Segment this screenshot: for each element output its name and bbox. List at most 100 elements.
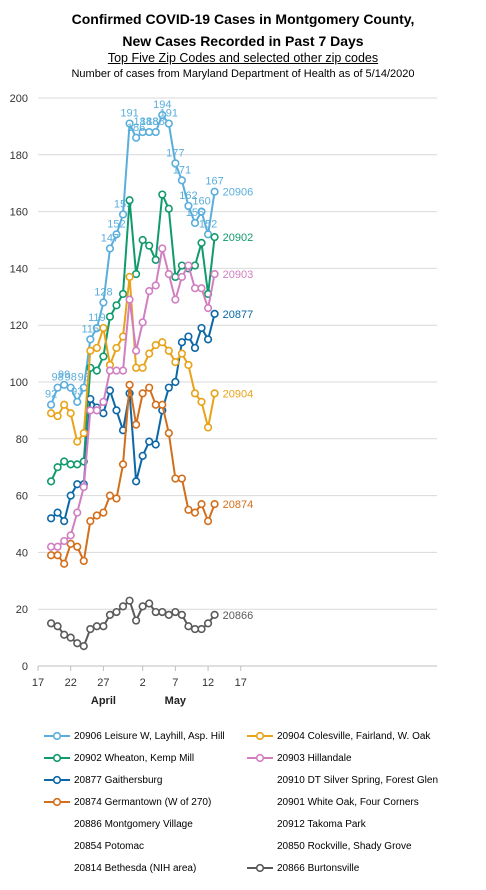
data-point xyxy=(118,210,128,219)
legend-item: 20901 White Oak, Four Corners xyxy=(247,793,419,811)
data-point xyxy=(60,457,69,466)
legend-swatch xyxy=(44,797,70,807)
data-point xyxy=(164,383,173,392)
legend-item: 20877 Gaithersburg xyxy=(44,771,162,789)
legend-item: 20902 Wheaton, Kemp Mill xyxy=(44,749,194,767)
x-tick-label: 7 xyxy=(172,677,178,689)
data-point xyxy=(125,295,134,304)
data-point xyxy=(86,517,95,526)
data-point xyxy=(112,607,121,617)
x-month-label: April xyxy=(91,695,116,707)
data-point xyxy=(145,127,154,137)
series-end-label: 20877 xyxy=(223,309,254,321)
legend-label: 20910 DT Silver Spring, Forest Glen xyxy=(277,774,439,786)
data-point xyxy=(184,261,193,270)
x-tick-label: 17 xyxy=(235,677,247,689)
data-point xyxy=(210,269,219,279)
data-point xyxy=(60,517,69,526)
data-point xyxy=(164,429,173,438)
data-point xyxy=(203,423,213,432)
data-point xyxy=(73,397,82,406)
data-point xyxy=(145,383,154,392)
legend-item: 20866 Burtonsville xyxy=(247,859,359,877)
data-point xyxy=(177,610,187,619)
legend-label: 20886 Montgomery Village xyxy=(74,818,193,830)
x-month-label: May xyxy=(165,695,187,707)
data-point xyxy=(184,201,193,211)
data-point xyxy=(210,389,219,398)
data-point xyxy=(60,536,69,546)
legend-label: 20877 Gaithersburg xyxy=(74,774,163,786)
data-label: 156 xyxy=(186,207,204,219)
y-tick-label: 60 xyxy=(16,491,28,503)
legend-item: 20910 DT Silver Spring, Forest Glen xyxy=(247,771,438,789)
data-point xyxy=(210,187,219,196)
data-point xyxy=(197,500,206,509)
data-point xyxy=(177,261,187,270)
data-point xyxy=(203,304,213,313)
data-point xyxy=(66,383,75,392)
data-point xyxy=(125,272,134,282)
data-point xyxy=(158,400,167,409)
data-point xyxy=(125,596,134,605)
data-point xyxy=(164,119,173,128)
data-point xyxy=(86,406,95,415)
data-point xyxy=(184,332,193,341)
data-point xyxy=(66,531,75,540)
data-point xyxy=(92,343,101,353)
data-point xyxy=(66,409,75,418)
data-point xyxy=(53,542,62,551)
legend-label: 20903 Hillandale xyxy=(277,752,352,764)
data-label: 191 xyxy=(160,108,178,120)
legend-item: 20903 Hillandale xyxy=(247,749,352,767)
y-tick-label: 180 xyxy=(10,150,28,162)
data-point xyxy=(112,230,121,239)
data-label: 160 xyxy=(192,196,210,208)
data-point xyxy=(197,323,206,333)
data-point xyxy=(73,542,82,551)
data-label: 194 xyxy=(153,99,171,111)
chart-title-line2: New Cases Recorded in Past 7 Days xyxy=(122,33,364,49)
legend-label: 20901 White Oak, Four Corners xyxy=(277,796,419,808)
data-point xyxy=(105,366,115,375)
data-point xyxy=(171,358,180,367)
data-point xyxy=(177,272,187,282)
data-point xyxy=(184,622,193,631)
data-point xyxy=(190,343,200,353)
x-tick-label: 12 xyxy=(202,677,214,689)
data-point xyxy=(66,491,75,500)
data-point xyxy=(203,335,213,344)
data-label: 147 xyxy=(101,233,119,245)
data-point xyxy=(73,639,82,648)
series-end-label: 20902 xyxy=(223,232,254,244)
data-point xyxy=(158,244,167,253)
data-point xyxy=(105,312,115,321)
data-point xyxy=(138,602,147,611)
data-point xyxy=(158,110,167,120)
data-label: 177 xyxy=(166,147,184,159)
data-point xyxy=(203,230,213,239)
data-point xyxy=(99,352,108,361)
data-point xyxy=(197,624,206,634)
data-point xyxy=(66,539,75,548)
data-point xyxy=(73,437,82,446)
data-point xyxy=(197,397,206,406)
data-point xyxy=(46,477,56,486)
data-point xyxy=(203,619,213,628)
data-point xyxy=(73,508,82,517)
data-point xyxy=(112,366,121,375)
data-point xyxy=(138,318,147,327)
data-point xyxy=(79,429,88,438)
data-label: 98 xyxy=(51,372,63,384)
data-label: 98 xyxy=(78,372,90,384)
data-point xyxy=(112,343,121,353)
data-point xyxy=(99,622,108,631)
data-point xyxy=(73,480,82,489)
series-line xyxy=(51,383,216,565)
data-point xyxy=(60,630,69,639)
data-point xyxy=(132,133,141,142)
data-point xyxy=(151,127,160,137)
legend-item: 20904 Colesville, Fairland, W. Oak xyxy=(247,727,430,745)
data-point xyxy=(145,437,154,446)
legend-swatch xyxy=(247,731,273,741)
